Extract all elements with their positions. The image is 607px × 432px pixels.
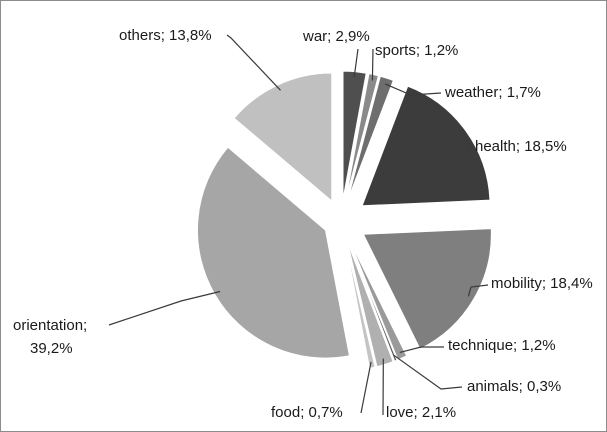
label-war: war; 2,9% [302, 28, 370, 45]
label-others: others; 13,8% [119, 27, 212, 44]
pie-slice-others [233, 72, 333, 203]
pie-slice-weather [347, 75, 394, 201]
label-animals: animals; 0,3% [467, 378, 561, 395]
label-technique: technique; 1,2% [448, 337, 556, 354]
pie-slice-mobility [362, 228, 492, 350]
leader-line-health [460, 134, 470, 148]
pie-slice-animals [348, 241, 398, 362]
label-weather: weather; 1,7% [444, 84, 541, 101]
leader-line-orientation [108, 290, 221, 326]
label-love: love; 2,1% [386, 404, 456, 421]
label-orientation-value: 39,2% [30, 340, 73, 357]
label-food: food; 0,7% [271, 404, 343, 421]
pie-slice-sports [345, 73, 380, 200]
leader-line-mobility [467, 284, 489, 297]
label-orientation: orientation; [13, 317, 87, 334]
leader-line-weather [384, 83, 442, 96]
pie-slice-orientation [196, 146, 351, 359]
leader-line-war [353, 48, 359, 78]
leader-line-food [360, 361, 372, 414]
leader-line-others [226, 34, 281, 91]
leader-line-technique [399, 346, 444, 354]
pie-slice-technique [349, 240, 408, 361]
label-health: health; 18,5% [475, 138, 567, 155]
label-sports: sports; 1,2% [375, 42, 458, 59]
pie-slice-love [346, 241, 394, 368]
leader-line-animals [393, 354, 463, 390]
label-mobility: mobility; 18,4% [491, 275, 593, 292]
leader-line-sports [371, 48, 374, 81]
pie-slice-health [361, 85, 491, 207]
